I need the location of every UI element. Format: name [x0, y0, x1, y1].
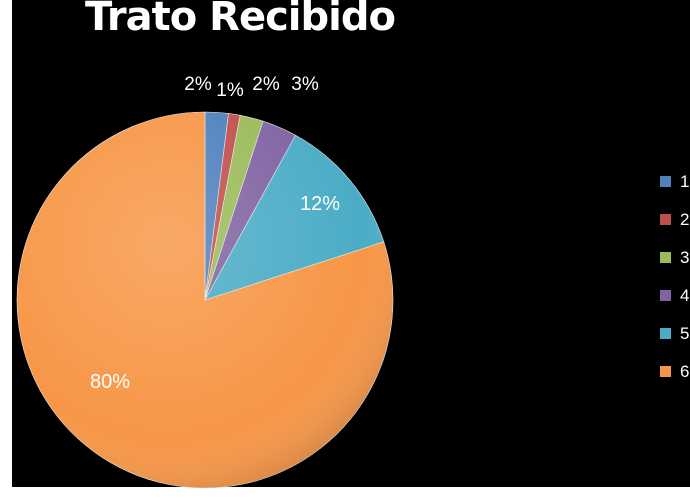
legend-swatch-6 [660, 366, 671, 377]
legend-swatch-1 [660, 176, 671, 187]
legend-swatch-3 [660, 252, 671, 263]
legend-label-6: 6 [680, 362, 689, 381]
data-label-5: 12% [300, 193, 340, 215]
legend-label-2: 2 [680, 210, 689, 229]
data-label-2: 1% [216, 80, 244, 101]
legend-label-5: 5 [680, 324, 689, 343]
legend-label-1: 1 [680, 172, 689, 191]
legend-swatch-2 [660, 214, 671, 225]
legend-swatch-5 [660, 328, 671, 339]
data-label-4: 3% [291, 74, 319, 95]
data-label-6: 80% [90, 371, 130, 393]
legend-swatch-4 [660, 290, 671, 301]
legend-label-3: 3 [680, 248, 689, 267]
data-label-1: 2% [184, 74, 212, 95]
chart-title: Trato Recibido [85, 0, 396, 40]
data-label-3: 2% [252, 74, 280, 95]
legend-label-4: 4 [680, 286, 689, 305]
